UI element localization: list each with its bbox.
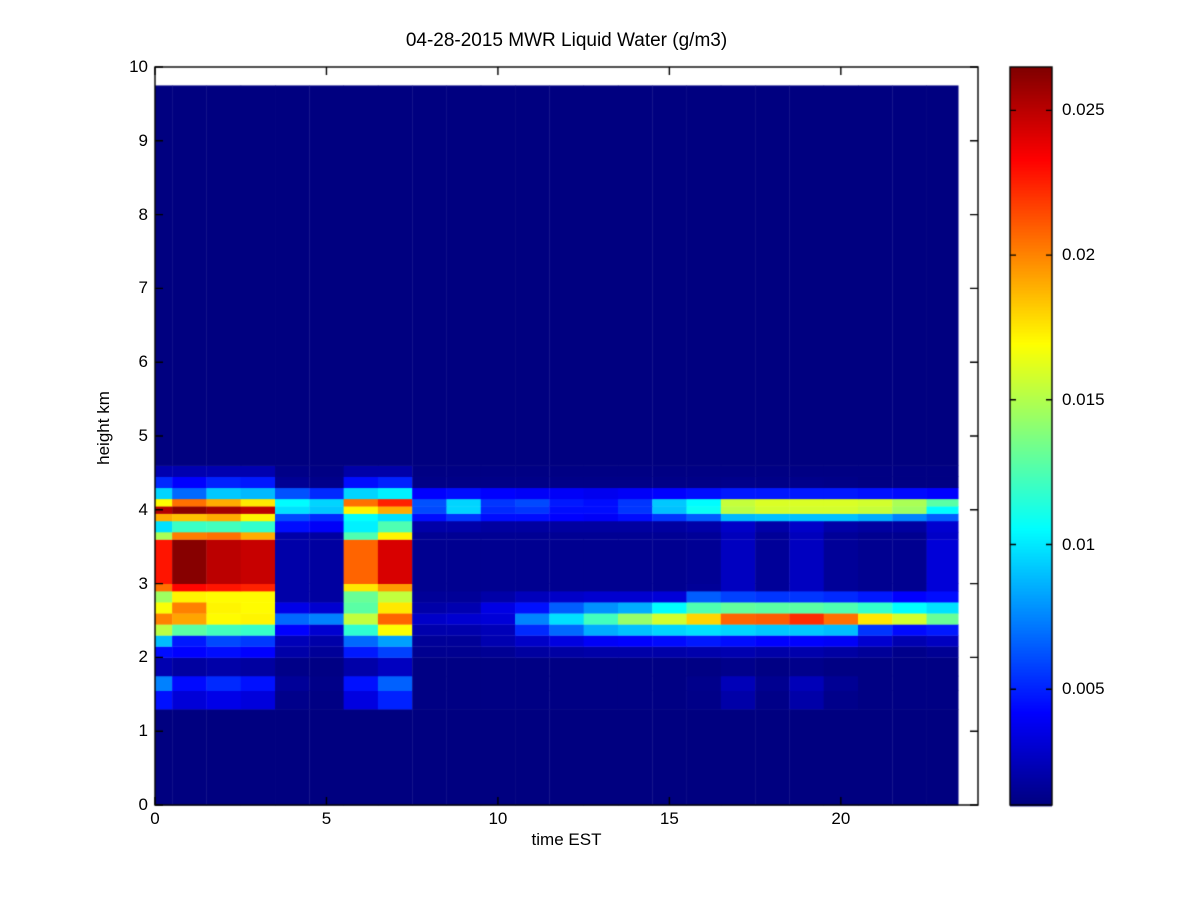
x-tick-label: 10 [488, 809, 508, 828]
x-tick-label: 0 [150, 809, 160, 828]
y-tick-label: 9 [138, 130, 148, 150]
x-axis-label: time EST [531, 830, 602, 849]
y-tick-label: 10 [129, 57, 148, 76]
y-tick-label: 0 [138, 795, 148, 814]
y-tick-label: 8 [138, 204, 148, 224]
colorbar [1010, 67, 1052, 805]
x-tick-label: 5 [321, 809, 332, 828]
colorbar-tick-label: 0.015 [1062, 389, 1105, 409]
colorbar-tick-label: 0.025 [1062, 100, 1105, 120]
y-tick-label: 4 [138, 499, 148, 519]
chart-title: 04-28-2015 MWR Liquid Water (g/m3) [405, 30, 728, 51]
colorbar-tick-label: 0.02 [1062, 245, 1096, 265]
y-tick-label: 1 [138, 721, 148, 741]
plot-area [155, 67, 978, 805]
x-tick-label: 15 [659, 809, 679, 828]
y-tick-label: 2 [138, 647, 148, 667]
y-tick-label: 3 [138, 573, 148, 593]
y-tick-label: 7 [138, 278, 148, 298]
x-tick-label: 20 [831, 809, 851, 828]
y-tick-label: 5 [138, 426, 148, 445]
colorbar-tick-label: 0.005 [1062, 679, 1105, 699]
y-tick-label: 6 [138, 352, 148, 372]
colorbar-tick-label: 0.01 [1062, 534, 1096, 554]
